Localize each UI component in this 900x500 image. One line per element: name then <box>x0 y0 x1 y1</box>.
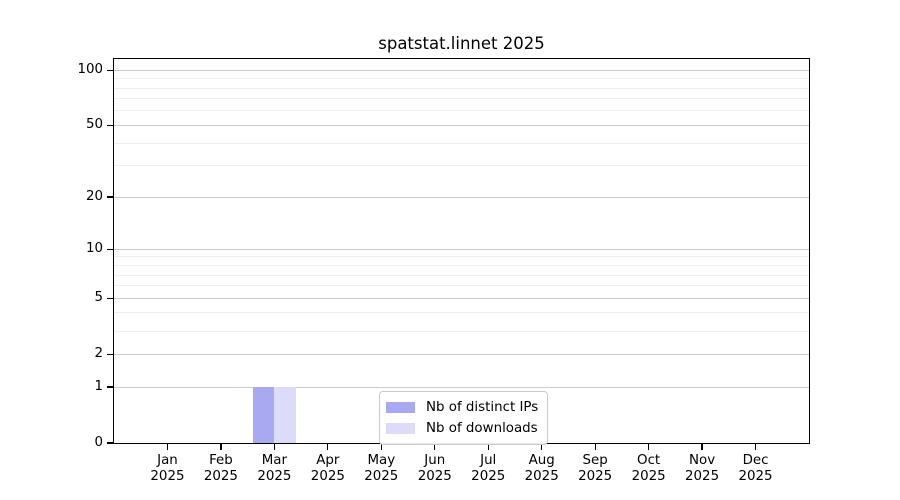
x-tick-month: Dec <box>742 453 769 468</box>
x-tick-year: 2025 <box>364 468 399 484</box>
x-tick-year: 2025 <box>738 468 773 484</box>
y-tick-label: 0 <box>94 435 103 450</box>
x-tick <box>647 444 650 450</box>
x-tick <box>594 444 596 450</box>
x-tick-month: Mar <box>261 453 287 468</box>
y-tick-label: 100 <box>77 62 103 78</box>
x-tick-label: Aug 2025 <box>514 453 570 484</box>
x-tick-month: Apr <box>316 453 340 468</box>
x-tick-month: Jan <box>157 453 178 468</box>
y-tick-label: 5 <box>94 290 103 306</box>
x-tick <box>273 444 276 450</box>
x-tick <box>541 444 543 450</box>
x-tick-year: 2025 <box>578 468 613 484</box>
x-tick-year: 2025 <box>471 468 506 484</box>
x-tick <box>220 444 222 450</box>
x-tick <box>487 444 489 450</box>
legend-item-distinct-ips: Nb of distinct IPs <box>386 397 538 418</box>
x-tick-label: Jan 2025 <box>139 453 195 484</box>
legend-label-downloads: Nb of downloads <box>426 421 538 436</box>
x-tick-month: May <box>367 453 396 468</box>
x-tick <box>380 444 382 450</box>
y-tick-label: 20 <box>85 189 103 205</box>
x-tick-month: Jul <box>480 453 497 468</box>
x-tick <box>434 444 436 450</box>
y-tick-label: 50 <box>85 117 103 133</box>
y-tick-label: 10 <box>85 241 103 257</box>
x-tick-month: Sep <box>582 453 608 468</box>
x-tick-month: Jun <box>424 453 446 468</box>
x-tick <box>754 444 757 450</box>
x-tick <box>166 444 169 450</box>
x-tick-month: Nov <box>688 453 716 468</box>
x-tick-month: Aug <box>528 453 555 468</box>
x-tick-label: Mar 2025 <box>246 453 302 484</box>
legend-label-distinct-ips: Nb of distinct IPs <box>426 400 539 415</box>
x-tick-year: 2025 <box>203 468 238 484</box>
legend: Nb of distinct IPs Nb of downloads <box>379 391 549 445</box>
x-tick-year: 2025 <box>685 468 720 484</box>
x-tick-label: Oct 2025 <box>621 453 677 484</box>
chart-title: spatstat.linnet 2025 <box>378 34 545 53</box>
x-tick-label: Dec 2025 <box>728 453 784 484</box>
y-tick-label: 2 <box>94 346 103 362</box>
x-tick <box>701 444 703 450</box>
x-tick-label: Sep 2025 <box>567 453 623 484</box>
y-tick-label: 1 <box>94 379 103 394</box>
x-tick-label: Jul 2025 <box>460 453 516 484</box>
legend-item-downloads: Nb of downloads <box>386 418 538 439</box>
x-tick-label: May 2025 <box>353 453 409 484</box>
x-tick-month: Oct <box>637 453 661 468</box>
plot-frame <box>113 58 810 444</box>
x-tick-year: 2025 <box>417 468 452 484</box>
x-tick-label: Nov 2025 <box>674 453 730 484</box>
x-tick-label: Feb 2025 <box>193 453 249 484</box>
x-tick <box>327 444 329 450</box>
x-tick-year: 2025 <box>524 468 559 484</box>
x-tick-label: Apr 2025 <box>300 453 356 484</box>
x-tick-year: 2025 <box>310 468 345 484</box>
x-tick-year: 2025 <box>631 468 666 484</box>
x-tick-year: 2025 <box>257 468 292 484</box>
x-tick-month: Feb <box>209 453 233 468</box>
legend-swatch-downloads <box>386 423 415 434</box>
x-tick-label: Jun 2025 <box>407 453 463 484</box>
legend-swatch-distinct-ips <box>386 402 415 413</box>
x-tick-year: 2025 <box>150 468 185 484</box>
